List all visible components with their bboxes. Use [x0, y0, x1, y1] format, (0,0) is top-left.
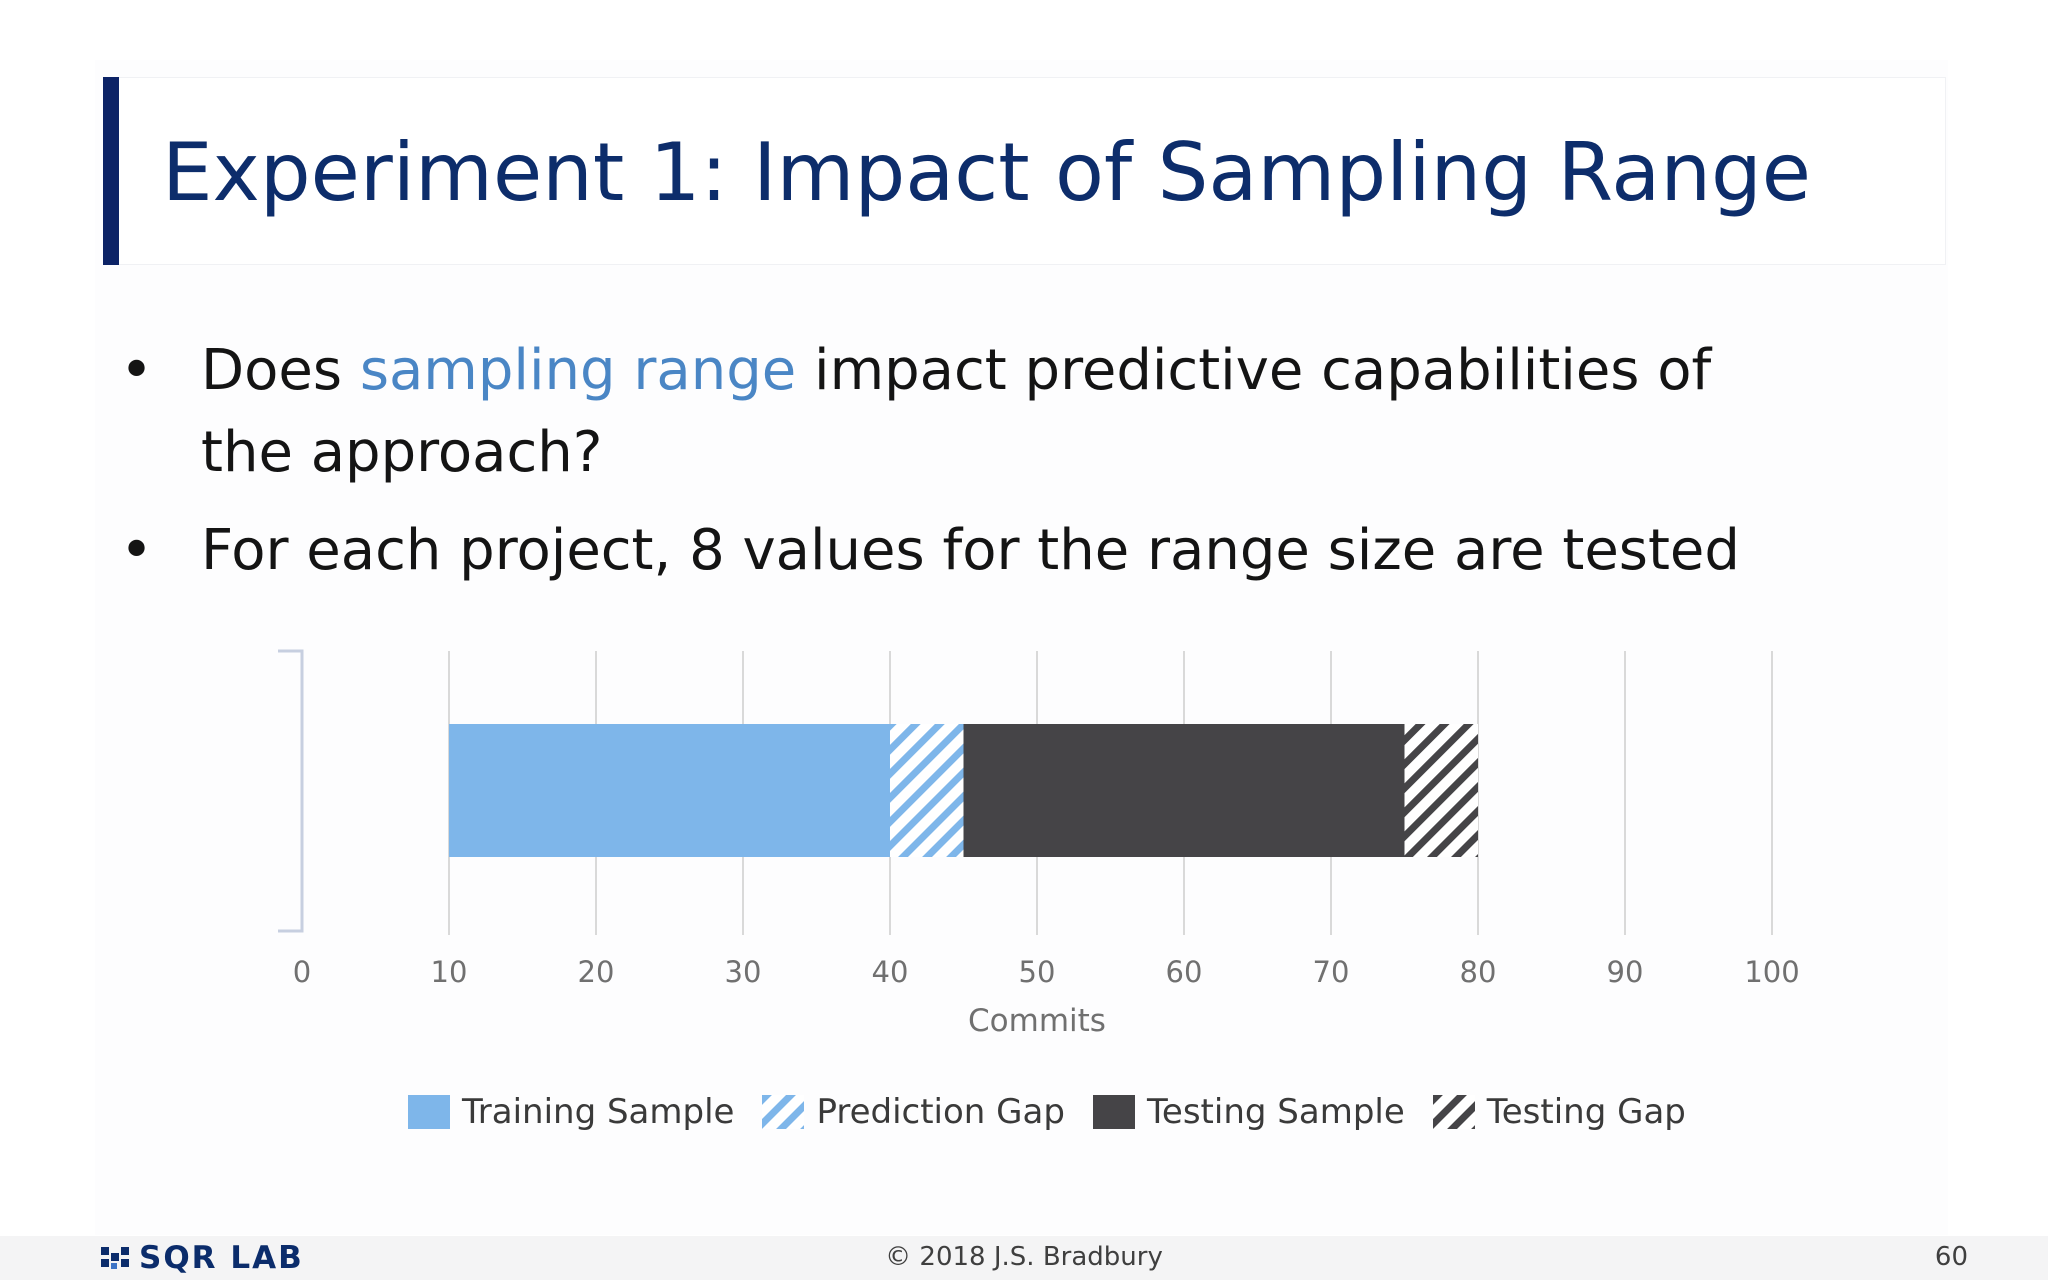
- footer: SQR LAB © 2018 J.S. Bradbury 60: [0, 1236, 2048, 1280]
- bar-segment-training-sample: [449, 724, 890, 857]
- bullet-item: • For each project, 8 values for the ran…: [120, 510, 1820, 592]
- bullet-text: For each project, 8 values for the range…: [201, 518, 1740, 583]
- bullet-dot: •: [120, 518, 154, 583]
- x-tick-label: 80: [1460, 955, 1497, 989]
- legend-label: Training Sample: [462, 1092, 735, 1132]
- bullet-dot: •: [120, 338, 154, 403]
- x-tick-label: 60: [1166, 955, 1203, 989]
- prediction-gap-swatch: [762, 1095, 805, 1129]
- page-number: 60: [1934, 1242, 1968, 1272]
- chart-legend: Training Sample Prediction Gap Testing S…: [408, 1086, 1714, 1138]
- bar-segment-testing-sample: [963, 724, 1405, 857]
- bullet-text: Does: [201, 338, 360, 403]
- legend-item-testing-gap: Testing Gap: [1432, 1092, 1686, 1132]
- x-tick-label: 50: [1019, 955, 1056, 989]
- bars: [449, 724, 1478, 857]
- timeline-chart: 0 10 20 30 40 50 60 70 80 90 100 Commits: [278, 649, 1800, 1039]
- testing-sample-swatch: [1092, 1095, 1135, 1129]
- legend-label: Testing Sample: [1146, 1092, 1405, 1132]
- copyright: © 2018 J.S. Bradbury: [885, 1242, 1163, 1272]
- x-tick-label: 70: [1313, 955, 1350, 989]
- x-tick-labels: 0 10 20 30 40 50 60 70 80 90 100: [293, 955, 1800, 989]
- x-tick-label: 10: [431, 955, 468, 989]
- legend-label: Prediction Gap: [816, 1092, 1065, 1132]
- x-tick-label: 20: [578, 955, 615, 989]
- x-tick-label: 30: [725, 955, 762, 989]
- y-axis-bracket: [278, 649, 304, 933]
- title-accent-bar: [103, 77, 119, 265]
- bullet-text: impact predictive capabilities of the ap…: [201, 338, 1712, 485]
- bullet-highlight: sampling range: [359, 338, 797, 403]
- training-sample-swatch: [408, 1095, 450, 1129]
- x-tick-label: 90: [1607, 955, 1644, 989]
- logo-text: SQR LAB: [139, 1240, 304, 1276]
- bar-segment-testing-gap: [1404, 724, 1478, 857]
- bullet-list: • Does sampling range impact predictive …: [120, 330, 1820, 608]
- x-tick-label: 100: [1744, 955, 1799, 989]
- title-box: [103, 77, 1946, 265]
- x-tick-label: 0: [293, 955, 311, 989]
- x-axis-label: Commits: [968, 1003, 1106, 1039]
- x-tick-label: 40: [872, 955, 909, 989]
- slide-title: Experiment 1: Impact of Sampling Range: [162, 126, 1812, 219]
- logo: SQR LAB: [101, 1240, 304, 1276]
- legend-item-prediction-gap: Prediction Gap: [762, 1092, 1065, 1132]
- sqr-lab-logo-icon: [101, 1247, 129, 1269]
- legend-item-training-sample: Training Sample: [408, 1092, 734, 1132]
- bullet-item: • Does sampling range impact predictive …: [120, 330, 1820, 494]
- legend-label: Testing Gap: [1486, 1092, 1686, 1132]
- testing-gap-swatch: [1432, 1095, 1475, 1129]
- bar-segment-prediction-gap: [890, 724, 964, 857]
- legend-item-testing-sample: Testing Sample: [1092, 1092, 1405, 1132]
